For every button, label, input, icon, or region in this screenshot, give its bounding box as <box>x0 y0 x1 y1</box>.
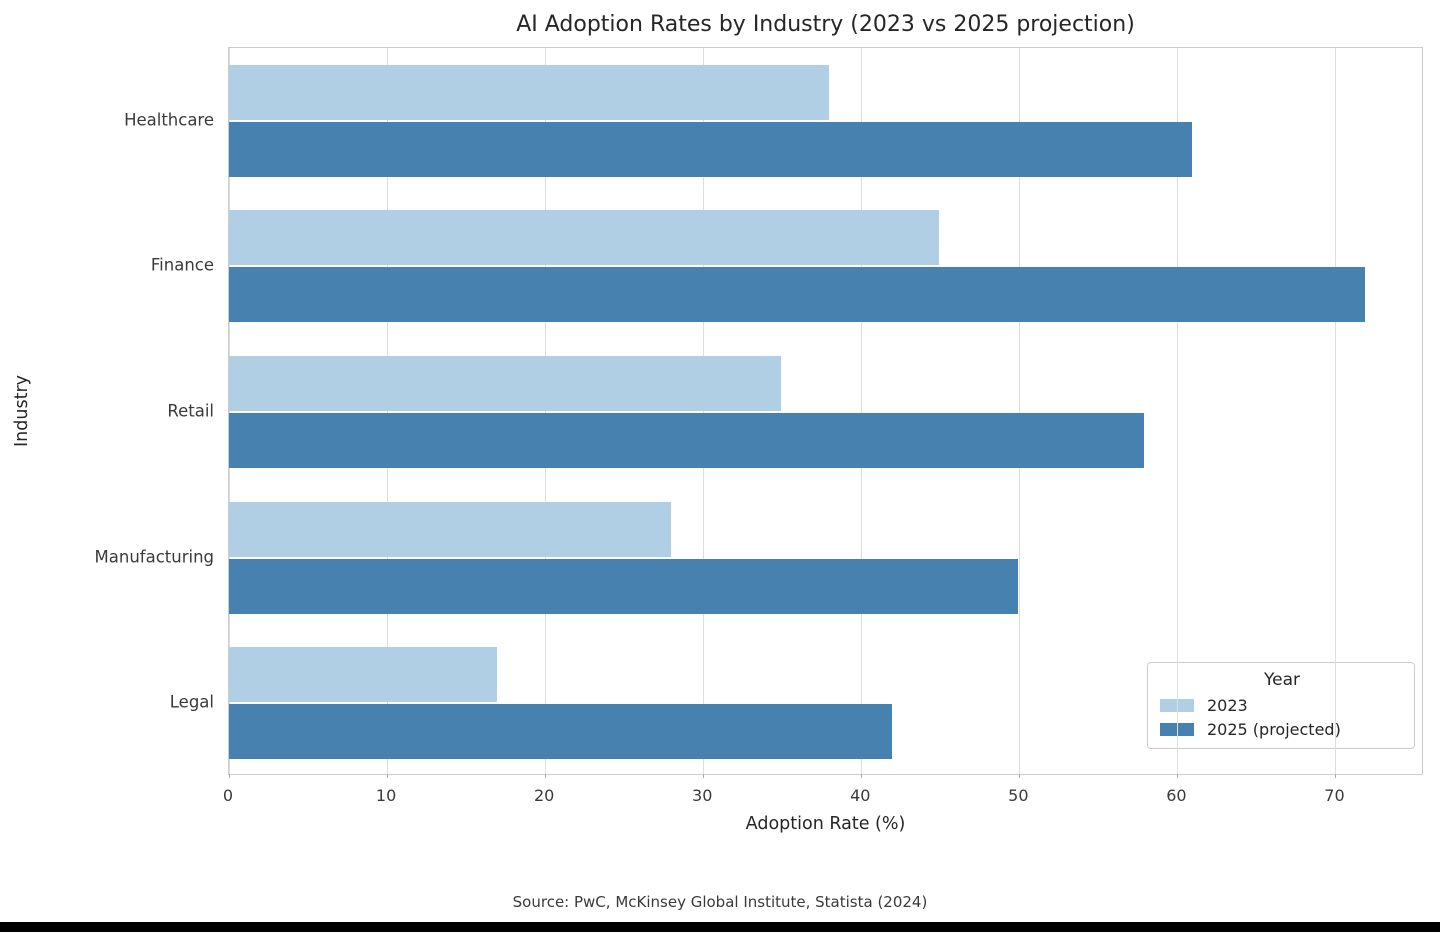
gridline-x0 <box>229 48 230 774</box>
legend-row-2023: 2023 <box>1160 696 1404 715</box>
bottom-bar <box>0 922 1440 932</box>
bar-retail-2025 <box>229 413 1145 468</box>
chart-title: AI Adoption Rates by Industry (2023 vs 2… <box>516 12 1135 37</box>
legend-swatch-icon <box>1160 699 1194 712</box>
tick-mark-x30 <box>703 774 705 778</box>
legend-item-label: 2025 (projected) <box>1207 720 1341 739</box>
gridline-x10 <box>387 48 389 774</box>
gridline-x20 <box>545 48 547 774</box>
tick-mark-x0 <box>229 774 230 778</box>
plot-area: Year 2023 2025 (projected) <box>228 47 1423 778</box>
gridline-x60 <box>1177 48 1179 774</box>
bar-healthcare-2023 <box>229 64 829 120</box>
x-axis-label: Adoption Rate (%) <box>745 814 906 834</box>
legend-row-2025: 2025 (projected) <box>1160 720 1404 739</box>
x-tick-label-0: 0 <box>222 786 234 805</box>
gridline-x50 <box>1019 48 1021 774</box>
y-axis-label: Industry <box>12 375 32 447</box>
legend-swatch-icon <box>1160 723 1194 736</box>
bar-retail-2023 <box>229 356 782 411</box>
tick-mark-x40 <box>861 774 863 778</box>
y-category-label-retail: Retail <box>167 401 214 421</box>
y-category-label-healthcare: Healthcare <box>124 110 214 130</box>
bar-legal-2025 <box>229 704 892 760</box>
x-tick-label-60: 60 <box>1166 786 1187 805</box>
bar-finance-2023 <box>229 210 940 266</box>
bar-healthcare-2025 <box>229 121 1192 177</box>
gridline-x30 <box>703 48 705 774</box>
bar-legal-2023 <box>229 647 498 703</box>
bar-finance-2025 <box>229 267 1366 323</box>
bar-manufacturing-2025 <box>229 558 1019 614</box>
tick-mark-x10 <box>387 774 389 778</box>
bar-manufacturing-2023 <box>229 501 671 557</box>
tick-mark-x20 <box>545 774 547 778</box>
x-tick-label-30: 30 <box>692 786 713 805</box>
legend-title: Year <box>1264 670 1300 690</box>
y-category-label-finance: Finance <box>150 255 214 275</box>
y-category-label-legal: Legal <box>169 692 214 712</box>
x-tick-label-10: 10 <box>375 786 397 805</box>
x-tick-label-70: 70 <box>1324 786 1345 805</box>
gridline-x40 <box>861 48 863 774</box>
tick-mark-x50 <box>1019 774 1021 778</box>
source-caption: Source: PwC, McKinsey Global Institute, … <box>512 893 928 911</box>
legend-item-label: 2023 <box>1207 696 1248 715</box>
x-tick-label-40: 40 <box>850 786 871 805</box>
gridline-x70 <box>1335 48 1337 774</box>
x-tick-label-50: 50 <box>1008 786 1029 805</box>
tick-mark-x60 <box>1177 774 1179 778</box>
y-category-label-manufacturing: Manufacturing <box>94 547 214 567</box>
x-tick-label-20: 20 <box>533 786 555 805</box>
tick-mark-x70 <box>1335 774 1337 778</box>
legend: Year 2023 2025 (projected) <box>1147 662 1415 749</box>
